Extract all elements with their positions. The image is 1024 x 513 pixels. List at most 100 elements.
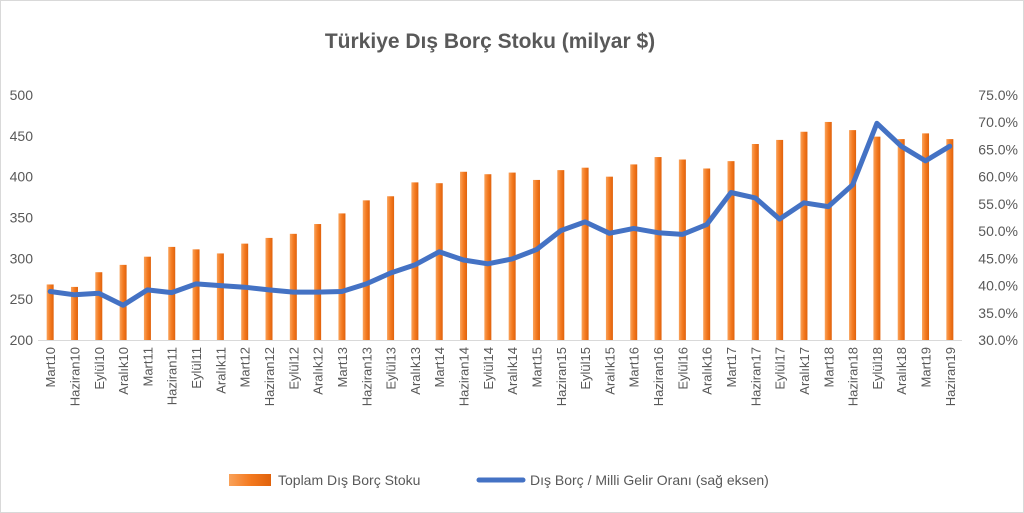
line-point <box>560 230 562 232</box>
x-tick-label: Haziran16 <box>651 347 666 406</box>
bar <box>557 170 565 340</box>
y2-tick-label: 50.0% <box>978 223 1018 239</box>
x-tick-label: Eylül11 <box>189 347 204 389</box>
line-point <box>219 285 221 287</box>
line-point <box>827 206 829 208</box>
line-point <box>317 291 319 293</box>
bar <box>800 131 808 340</box>
legend-swatch-bars <box>229 474 271 486</box>
line-point <box>803 202 805 204</box>
x-tick-label: Mart14 <box>432 347 447 387</box>
x-tick-label: Eylül13 <box>384 347 399 390</box>
y2-tick-label: 70.0% <box>978 114 1018 130</box>
line-point <box>487 263 489 265</box>
bar <box>727 161 735 340</box>
x-tick-label: Eylül10 <box>92 347 107 390</box>
y-tick-label: 250 <box>10 291 34 307</box>
line-point <box>681 233 683 235</box>
line-point <box>876 122 878 124</box>
x-tick-label: Eylül18 <box>870 347 885 390</box>
x-tick-label: Aralık17 <box>797 347 812 395</box>
y2-tick-label: 55.0% <box>978 196 1018 212</box>
bar <box>897 139 905 340</box>
line-point <box>390 272 392 274</box>
bar <box>654 157 662 340</box>
x-tick-label: Mart10 <box>43 347 58 387</box>
line-point <box>268 289 270 291</box>
line-point <box>584 221 586 223</box>
x-tick-label: Eylül16 <box>675 347 690 390</box>
x-tick-label: Mart15 <box>529 347 544 387</box>
line-point <box>633 227 635 229</box>
bar <box>581 167 589 340</box>
line-point <box>98 292 100 294</box>
bar <box>751 144 759 340</box>
line-point <box>244 286 246 288</box>
bar <box>314 224 322 340</box>
y2-tick-label: 65.0% <box>978 141 1018 157</box>
line-point <box>535 249 537 251</box>
ratio-line <box>47 120 953 308</box>
x-tick-label: Haziran17 <box>748 347 763 406</box>
x-tick-label: Haziran14 <box>457 347 472 406</box>
x-tick-label: Haziran13 <box>359 347 374 406</box>
legend-label-bars: Toplam Dış Borç Stoku <box>278 472 420 488</box>
x-tick-label: Aralık18 <box>894 347 909 395</box>
bar <box>605 176 613 340</box>
bar <box>192 249 200 340</box>
y2-tick-label: 45.0% <box>978 250 1018 266</box>
bar <box>387 196 395 340</box>
bar <box>532 179 540 340</box>
x-tick-label: Eylül17 <box>773 347 788 390</box>
y-axis-right: 75.0% 70.0% 65.0% 60.0% 55.0% 50.0% 45.0% 40.0%… <box>978 87 1018 348</box>
y-tick-label: 200 <box>10 332 34 348</box>
x-tick-label: Aralık12 <box>311 347 326 395</box>
y-tick-label: 400 <box>10 169 34 185</box>
bar <box>630 164 638 340</box>
x-tick-label: Aralık11 <box>213 347 228 394</box>
y2-tick-label: 40.0% <box>978 278 1018 294</box>
line-point <box>341 291 343 293</box>
line-point <box>49 291 51 293</box>
x-tick-label: Mart13 <box>335 347 350 387</box>
y-tick-label: 350 <box>10 210 34 226</box>
line-point <box>608 232 610 234</box>
y2-tick-label: 30.0% <box>978 332 1018 348</box>
line-point <box>414 264 416 266</box>
x-tick-label: Mart12 <box>238 347 253 387</box>
line-point <box>146 289 148 291</box>
line-point <box>706 224 708 226</box>
bar <box>484 174 492 340</box>
x-tick-label: Eylül14 <box>481 347 496 390</box>
x-tick-label: Mart11 <box>140 347 155 387</box>
bar <box>289 233 297 340</box>
line-point <box>511 258 513 260</box>
bar <box>338 213 346 340</box>
bar <box>435 183 443 340</box>
bar <box>143 256 151 340</box>
x-axis: Mart10 Haziran10 Eylül10 Aralık10 Mart11 Hazi… <box>43 347 958 406</box>
line-point <box>900 145 902 147</box>
line-series <box>47 120 953 308</box>
y2-tick-label: 60.0% <box>978 169 1018 185</box>
x-tick-label: Aralık16 <box>700 347 715 395</box>
bar <box>849 130 857 340</box>
x-tick-label: Mart16 <box>627 347 642 387</box>
line-point <box>925 160 927 162</box>
bar <box>946 139 954 340</box>
line-point <box>852 184 854 186</box>
bar <box>824 121 832 340</box>
x-tick-label: Haziran10 <box>67 347 82 406</box>
y-tick-label: 450 <box>10 128 34 144</box>
y-axis-left: 500 450 400 350 300 250 200 <box>10 87 34 348</box>
line-point <box>195 283 197 285</box>
x-tick-label: Eylül12 <box>286 347 301 390</box>
line-point <box>463 259 465 261</box>
x-tick-label: Haziran11 <box>165 347 180 405</box>
chart-title: Türkiye Dış Borç Stoku (milyar $) <box>325 30 655 53</box>
bar <box>411 182 419 340</box>
legend: Toplam Dış Borç Stoku Dış Borç / Milli G… <box>229 472 769 488</box>
y2-tick-label: 75.0% <box>978 87 1018 103</box>
bar <box>95 272 103 340</box>
